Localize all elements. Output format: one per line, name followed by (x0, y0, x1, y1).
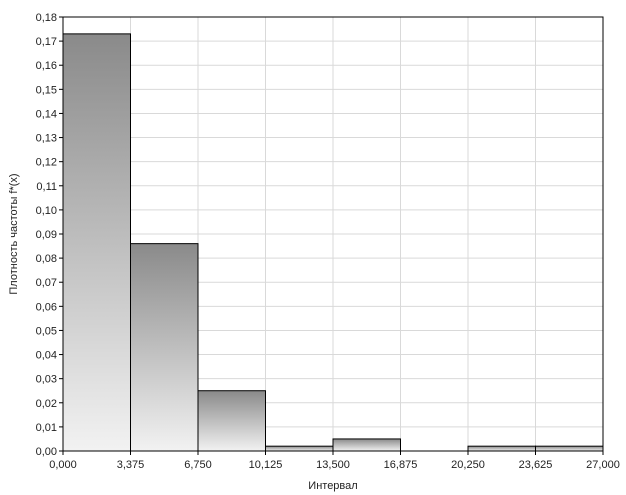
y-tick-label: 0,15 (36, 84, 57, 96)
histogram-bar-1 (62, 33, 131, 452)
histogram-bar-4 (265, 445, 334, 452)
y-tick-label: 0,18 (36, 12, 57, 24)
y-tick-label: 0,00 (36, 446, 57, 458)
histogram-bar-2 (130, 243, 199, 452)
x-tick-label: 27,000 (586, 459, 620, 471)
y-tick-label: 0,16 (36, 60, 57, 72)
x-tick-label: 0,000 (49, 459, 77, 471)
y-tick-label: 0,10 (36, 205, 57, 217)
bar-layer (62, 33, 604, 452)
x-tick-label: 13,500 (316, 459, 350, 471)
histogram-bar-3 (197, 390, 266, 452)
y-tick-label: 0,11 (36, 181, 57, 193)
y-tick-label: 0,05 (36, 325, 57, 337)
y-axis-title: Плотность частоты f*(x) (8, 173, 20, 294)
y-tick-label: 0,17 (36, 36, 57, 48)
y-tick-label: 0,09 (36, 229, 57, 241)
histogram-bar-7 (467, 445, 536, 452)
y-tick-label: 0,07 (36, 277, 57, 289)
y-tick-label: 0,01 (36, 422, 57, 434)
y-tick-label: 0,08 (36, 253, 57, 265)
y-tick-label: 0,02 (36, 398, 57, 410)
y-tick-label: 0,06 (36, 301, 57, 313)
x-tick-label: 6,750 (184, 459, 212, 471)
y-tick-label: 0,14 (36, 108, 57, 120)
x-tick-label: 23,625 (519, 459, 553, 471)
y-tick-label: 0,03 (36, 374, 57, 386)
x-tick-label: 16,875 (384, 459, 418, 471)
y-tick-label: 0,13 (36, 133, 57, 145)
histogram-bar-8 (535, 445, 604, 452)
x-axis-ticks: 0,000 3,375 6,750 10,125 13,500 16,875 20,250 2… (49, 451, 620, 471)
x-axis-title: Интервал (308, 480, 357, 492)
y-tick-label: 0,12 (36, 157, 57, 169)
histogram-bar-5 (332, 438, 401, 452)
x-tick-label: 10,125 (249, 459, 283, 471)
x-tick-label: 3,375 (117, 459, 145, 471)
x-tick-label: 20,250 (451, 459, 485, 471)
y-axis-ticks: 0,00 0,01 0,02 0,03 0,04 0,05 0,06 0,07 0,08 0,09… (36, 12, 63, 458)
y-tick-label: 0,04 (36, 350, 57, 362)
